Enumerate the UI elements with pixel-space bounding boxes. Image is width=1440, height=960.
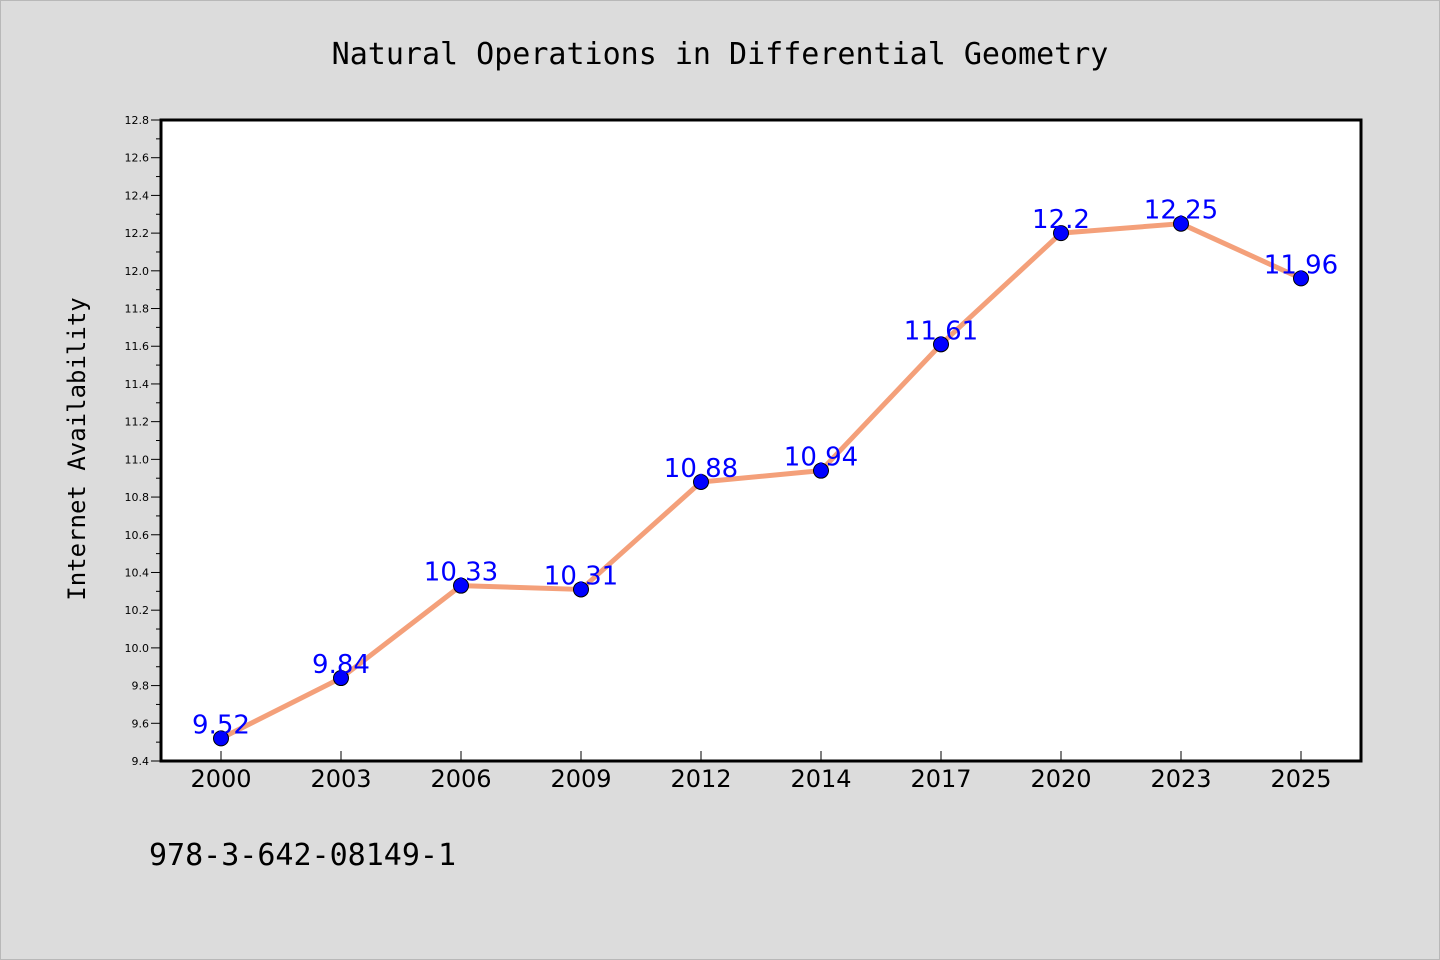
series-line	[218, 221, 1304, 741]
y-tick-label-0: 9.4	[132, 755, 150, 768]
data-label-2: 10.33	[424, 558, 498, 588]
data-label-5: 10.94	[784, 443, 858, 473]
data-point-3	[573, 581, 589, 598]
data-point-9	[1293, 270, 1309, 287]
y-tick-label-3: 10.0	[125, 642, 150, 655]
data-point-0	[213, 730, 229, 747]
x-axis: 2000 2003 2006 2009 2012 2014 2017 2020 2023 2025	[190, 751, 1332, 793]
y-tick-label-1: 9.6	[132, 717, 150, 730]
y-tick-label-7: 10.8	[125, 491, 150, 504]
series-line-group	[218, 221, 1304, 741]
data-labels: 9.52 9.84 10.33 10.31 10.88 10.94 11.61 12.2 12.…	[192, 196, 1338, 741]
y-tick-label-5: 10.4	[125, 566, 150, 579]
y-tick-label-6: 10.6	[125, 529, 150, 542]
y-tick-label-10: 11.4	[125, 378, 150, 391]
y-tick-label-13: 12.0	[125, 265, 150, 278]
y-axis: 9.4 9.6 9.8 10.0 10.2 10.4 10.6 10.8 11.0 11.2 11.…	[125, 114, 161, 768]
data-point-1	[333, 670, 349, 687]
footer-isbn: 978-3-642-08149-1	[149, 838, 456, 873]
y-tick-label-17: 12.8	[125, 114, 150, 127]
x-tick-label-8: 2023	[1150, 765, 1211, 793]
y-tick-label-8: 11.0	[125, 453, 150, 466]
x-tick-label-2: 2006	[430, 765, 491, 793]
y-tick-label-14: 12.2	[125, 227, 150, 240]
data-label-0: 9.52	[192, 710, 250, 740]
y-tick-label-2: 9.8	[132, 680, 150, 693]
data-point-6	[933, 336, 949, 353]
y-tick-label-16: 12.6	[125, 152, 150, 165]
x-tick-label-6: 2017	[910, 765, 971, 793]
x-tick-label-3: 2009	[550, 765, 611, 793]
series-markers	[213, 215, 1309, 747]
y-tick-label-11: 11.6	[125, 340, 150, 353]
data-label-6: 11.61	[904, 316, 978, 346]
x-tick-label-0: 2000	[190, 765, 251, 793]
x-tick-label-5: 2014	[790, 765, 851, 793]
chart-title: Natural Operations in Differential Geome…	[332, 37, 1109, 72]
data-point-7	[1053, 225, 1069, 242]
y-tick-label-15: 12.4	[125, 189, 150, 202]
y-axis-label: Internet Availability	[63, 297, 91, 600]
data-point-2	[453, 577, 469, 594]
data-label-3: 10.31	[544, 561, 618, 591]
data-label-9: 11.96	[1264, 250, 1338, 280]
x-tick-label-9: 2025	[1270, 765, 1331, 793]
y-tick-label-4: 10.2	[125, 604, 150, 617]
x-tick-label-4: 2012	[670, 765, 731, 793]
data-label-1: 9.84	[312, 650, 370, 680]
x-tick-label-7: 2020	[1030, 765, 1091, 793]
data-point-5	[813, 462, 829, 479]
x-tick-label-1: 2003	[310, 765, 371, 793]
data-point-4	[693, 473, 709, 490]
data-point-8	[1173, 215, 1189, 232]
y-tick-label-12: 11.8	[125, 303, 150, 316]
y-tick-label-9: 11.2	[125, 416, 150, 429]
data-label-7: 12.2	[1032, 205, 1090, 235]
data-label-8: 12.25	[1144, 196, 1218, 226]
data-label-4: 10.88	[664, 454, 738, 484]
